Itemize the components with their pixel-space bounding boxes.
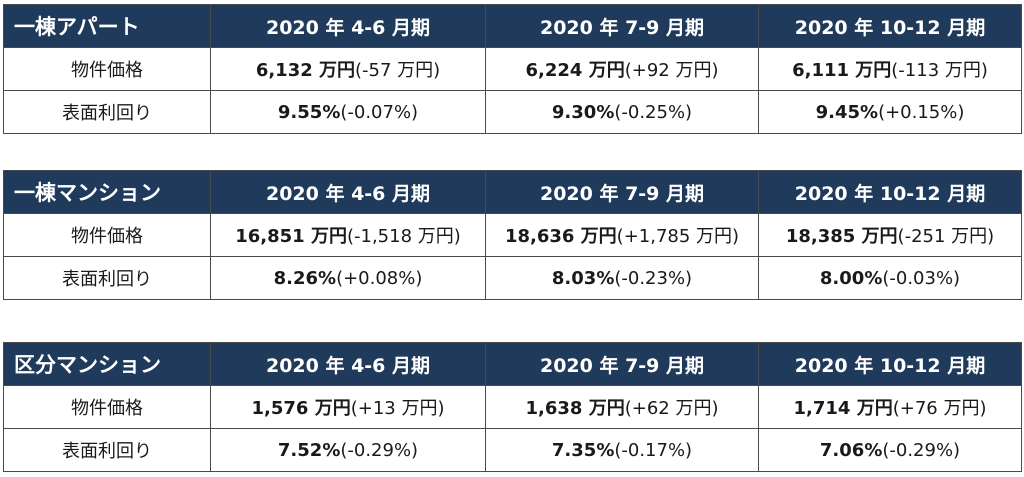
yield-cell: 8.03%(-0.23%) (485, 256, 759, 300)
price-value: 1,638 万円 (525, 398, 625, 419)
yield-change: (-0.29%) (882, 439, 961, 461)
price-value: 16,851 万円 (235, 226, 347, 247)
price-cell: 18,636 万円(+1,785 万円) (485, 213, 759, 257)
yield-change: (-0.07%) (340, 101, 419, 123)
table-header-row: 一棟マンション 2020 年 4-6 月期 2020 年 7-9 月期 2020… (3, 170, 1022, 214)
period-header: 2020 年 10-12 月期 (758, 342, 1022, 386)
row-label: 表面利回り (3, 90, 211, 134)
yield-cell: 8.00%(-0.03%) (758, 256, 1022, 300)
yield-change: (-0.25%) (614, 101, 693, 123)
period-header: 2020 年 7-9 月期 (485, 4, 759, 48)
price-value: 6,111 万円 (792, 60, 892, 81)
yield-value: 9.55% (277, 101, 341, 123)
period-header: 2020 年 7-9 月期 (485, 342, 759, 386)
table-row: 物件価格 1,576 万円(+13 万円) 1,638 万円(+62 万円) 1… (3, 385, 1022, 429)
yield-cell: 7.52%(-0.29%) (210, 428, 486, 472)
price-value: 18,636 万円 (504, 226, 617, 247)
price-change: (+62 万円) (624, 398, 719, 419)
price-cell: 1,576 万円(+13 万円) (210, 385, 486, 429)
price-change: (-57 万円) (355, 60, 441, 81)
property-type: 一棟アパート (3, 4, 211, 48)
yield-value: 8.26% (273, 267, 337, 289)
price-cell: 6,224 万円(+92 万円) (485, 47, 759, 91)
yield-change: (+0.08%) (336, 267, 423, 289)
yield-cell: 9.55%(-0.07%) (210, 90, 486, 134)
table-row: 表面利回り 8.26%(+0.08%) 8.03%(-0.23%) 8.00%(… (3, 256, 1022, 300)
yield-cell: 9.45%(+0.15%) (758, 90, 1022, 134)
yield-cell: 8.26%(+0.08%) (210, 256, 486, 300)
yield-value: 7.52% (277, 439, 341, 461)
price-change: (-251 万円) (897, 226, 995, 247)
period-header: 2020 年 4-6 月期 (210, 170, 486, 214)
yield-value: 8.00% (819, 267, 883, 289)
yield-value: 9.30% (551, 101, 615, 123)
price-change: (-113 万円) (891, 60, 988, 81)
row-label: 物件価格 (3, 213, 211, 257)
price-value: 18,385 万円 (785, 226, 898, 247)
property-type: 区分マンション (3, 342, 211, 386)
yield-value: 8.03% (551, 267, 615, 289)
yield-change: (-0.23%) (614, 267, 693, 289)
yield-value: 7.06% (819, 439, 883, 461)
price-value: 6,132 万円 (255, 60, 356, 81)
yield-change: (-0.17%) (614, 439, 693, 461)
yield-cell: 7.35%(-0.17%) (485, 428, 759, 472)
row-label: 物件価格 (3, 385, 211, 429)
price-cell: 1,714 万円(+76 万円) (758, 385, 1022, 429)
yield-change: (-0.03%) (882, 267, 961, 289)
row-label: 物件価格 (3, 47, 211, 91)
yield-cell: 7.06%(-0.29%) (758, 428, 1022, 472)
row-label: 表面利回り (3, 256, 211, 300)
price-change: (+13 万円) (350, 398, 445, 419)
building-mansion-table: 一棟マンション 2020 年 4-6 月期 2020 年 7-9 月期 2020… (3, 170, 1022, 300)
period-header: 2020 年 4-6 月期 (210, 4, 486, 48)
table-row: 物件価格 6,132 万円(-57 万円) 6,224 万円(+92 万円) 6… (3, 47, 1022, 91)
property-type: 一棟マンション (3, 170, 211, 214)
period-header: 2020 年 4-6 月期 (210, 342, 486, 386)
yield-value: 9.45% (815, 101, 879, 123)
apartment-table: 一棟アパート 2020 年 4-6 月期 2020 年 7-9 月期 2020 … (3, 4, 1022, 134)
price-cell: 1,638 万円(+62 万円) (485, 385, 759, 429)
price-change: (+1,785 万円) (616, 226, 740, 247)
period-header: 2020 年 10-12 月期 (758, 170, 1022, 214)
price-change: (-1,518 万円) (346, 226, 461, 247)
price-value: 6,224 万円 (525, 60, 625, 81)
period-header: 2020 年 7-9 月期 (485, 170, 759, 214)
price-change: (+92 万円) (624, 60, 719, 81)
table-row: 物件価格 16,851 万円(-1,518 万円) 18,636 万円(+1,7… (3, 213, 1022, 257)
unit-mansion-table: 区分マンション 2020 年 4-6 月期 2020 年 7-9 月期 2020… (3, 342, 1022, 472)
table-row: 表面利回り 7.52%(-0.29%) 7.35%(-0.17%) 7.06%(… (3, 428, 1022, 472)
table-header-row: 区分マンション 2020 年 4-6 月期 2020 年 7-9 月期 2020… (3, 342, 1022, 386)
price-value: 1,576 万円 (251, 398, 351, 419)
period-header: 2020 年 10-12 月期 (758, 4, 1022, 48)
yield-cell: 9.30%(-0.25%) (485, 90, 759, 134)
price-cell: 18,385 万円(-251 万円) (758, 213, 1022, 257)
yield-value: 7.35% (551, 439, 615, 461)
price-cell: 6,132 万円(-57 万円) (210, 47, 486, 91)
price-change: (+76 万円) (892, 398, 987, 419)
yield-change: (+0.15%) (878, 101, 965, 123)
price-value: 1,714 万円 (793, 398, 893, 419)
yield-change: (-0.29%) (340, 439, 419, 461)
price-cell: 16,851 万円(-1,518 万円) (210, 213, 486, 257)
price-cell: 6,111 万円(-113 万円) (758, 47, 1022, 91)
table-header-row: 一棟アパート 2020 年 4-6 月期 2020 年 7-9 月期 2020 … (3, 4, 1022, 48)
row-label: 表面利回り (3, 428, 211, 472)
table-row: 表面利回り 9.55%(-0.07%) 9.30%(-0.25%) 9.45%(… (3, 90, 1022, 134)
